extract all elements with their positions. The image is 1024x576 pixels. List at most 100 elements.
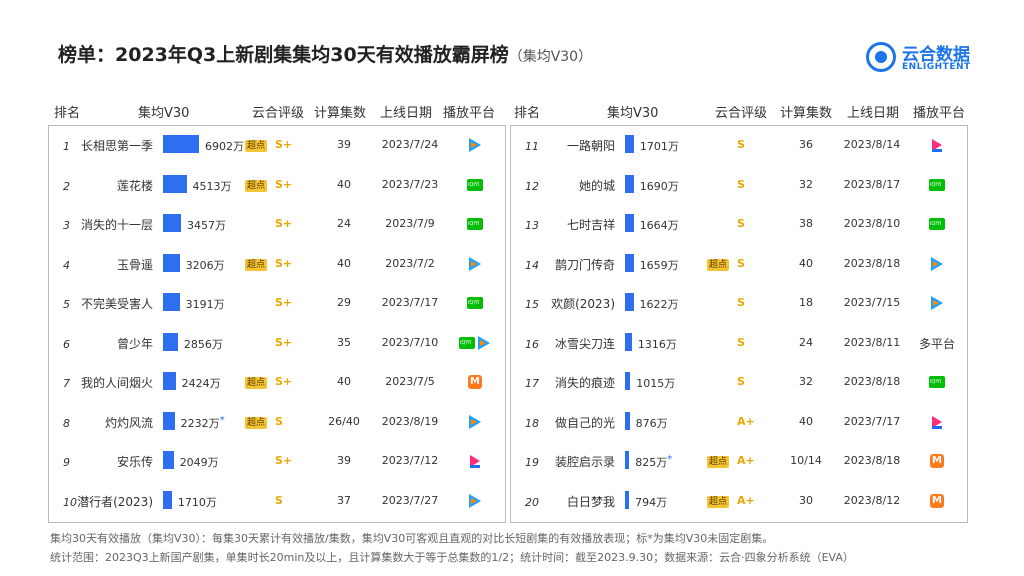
v30-value-text: 1015万 <box>636 377 676 390</box>
rank-number: 2 <box>63 179 70 193</box>
super-point-badge: 超点 <box>245 258 268 271</box>
release-date: 2023/7/15 <box>843 296 901 309</box>
super-point-badge: 超点 <box>245 377 268 389</box>
release-date: 2023/7/10 <box>381 335 439 349</box>
grade-rating: S <box>275 493 283 507</box>
episode-count: 40 <box>337 375 351 388</box>
episode-count: 40 <box>337 256 351 270</box>
v30-bar <box>625 372 631 390</box>
v30-value-text: 1710万 <box>177 495 217 509</box>
grade-rating: S <box>737 177 745 191</box>
v30-value: 876万 <box>636 415 668 431</box>
episode-count: 35 <box>337 335 351 349</box>
drama-name: 七时吉祥 <box>566 218 615 232</box>
rank-number: 20 <box>525 495 539 509</box>
v30-bar <box>625 253 634 272</box>
youku-icon <box>468 454 482 468</box>
logo-icon <box>866 42 896 72</box>
release-date: 2023/8/18 <box>843 256 901 270</box>
mango-icon <box>930 454 944 468</box>
v30-value-text: 6902万 <box>205 140 244 153</box>
rank-number: 1 <box>63 140 70 153</box>
platform-cell <box>907 451 967 473</box>
v30-value: 1664万 <box>640 217 679 233</box>
platform-cell <box>907 412 967 434</box>
v30-value: 1701万 <box>640 138 679 154</box>
header-eps: 计算集数 <box>314 106 367 121</box>
drama-name: 装腔启示录 <box>554 455 615 469</box>
release-date: 2023/8/11 <box>843 335 901 349</box>
rank-number: 5 <box>63 298 70 311</box>
episode-count: 40 <box>799 414 813 428</box>
ranking-row: 1 长相思第一季 6902万 超点 S+ 39 2023/7/24 <box>49 126 505 166</box>
ranking-row: 5 不完美受害人 3191万 S+ 29 2023/7/17 <box>49 284 505 324</box>
v30-bar <box>163 411 175 430</box>
grade-rating: S <box>275 414 283 428</box>
platform-cell <box>907 491 967 513</box>
v30-value-text: 3206万 <box>185 258 225 272</box>
header-grade: 云合评级 <box>715 106 768 121</box>
v30-value-text: 1659万 <box>639 258 679 272</box>
episode-count: 24 <box>799 335 813 349</box>
grade-rating: A+ <box>737 454 755 467</box>
header-grade: 云合评级 <box>252 106 305 121</box>
iqiyi-icon <box>467 297 483 309</box>
footnote-definition: 集均30天有效播放（集均V30）：每集30天累计有效播放/集数，集均V30可客观… <box>50 532 774 545</box>
v30-value: 3206万 <box>186 257 225 273</box>
drama-name: 我的人间烟火 <box>80 376 153 390</box>
v30-value-text: 794万 <box>635 495 668 509</box>
header-date: 上线日期 <box>847 106 900 121</box>
v30-bar <box>163 372 176 390</box>
ranking-row: 8 灼灼风流 2232万* 超点 S 26/40 2023/8/19 <box>49 403 505 443</box>
ranking-panel-left: 1 长相思第一季 6902万 超点 S+ 39 2023/7/24 2 莲花楼 4513万 超点 S+… <box>48 125 506 523</box>
release-date: 2023/7/9 <box>385 217 435 230</box>
header-eps: 计算集数 <box>780 106 833 121</box>
v30-bar <box>163 293 180 311</box>
rank-number: 3 <box>63 219 70 232</box>
drama-name: 一路朝阳 <box>566 139 615 153</box>
v30-value: 2049万 <box>180 454 219 470</box>
platform-cell <box>445 491 505 513</box>
super-point-badge: 超点 <box>707 456 730 468</box>
platform-cell: 多平台 <box>907 333 967 355</box>
drama-name: 欢颜(2023) <box>551 297 615 311</box>
ranking-row: 12 她的城 1690万 S 32 2023/8/17 <box>511 166 967 206</box>
episode-count: 10/14 <box>790 454 822 467</box>
iqiyi-icon <box>467 218 483 230</box>
episode-count: 36 <box>799 138 813 151</box>
platform-cell <box>445 254 505 276</box>
tencent-icon <box>468 493 482 508</box>
drama-name: 鹊刀门传奇 <box>554 257 615 272</box>
ranking-row: 11 一路朝阳 1701万 S 36 2023/8/14 <box>511 126 967 166</box>
drama-name: 长相思第一季 <box>80 139 153 153</box>
v30-value: 3191万 <box>186 296 225 312</box>
episode-count: 29 <box>337 296 351 309</box>
v30-value: 1622万 <box>640 296 679 312</box>
youku-icon <box>930 138 944 152</box>
drama-name: 玉骨遥 <box>116 257 153 272</box>
grade-rating: S <box>737 138 745 151</box>
platform-cell <box>907 372 967 394</box>
release-date: 2023/8/12 <box>843 493 901 507</box>
youku-icon <box>930 415 944 429</box>
unfixed-star: * <box>667 454 673 465</box>
v30-value: 6902万 <box>205 138 244 154</box>
tencent-icon <box>468 256 482 271</box>
v30-bar <box>625 135 634 153</box>
v30-value-text: 1664万 <box>639 219 679 232</box>
v30-value: 1015万 <box>636 375 675 391</box>
logo-text-cn: 云合数据 <box>902 45 970 65</box>
tencent-icon <box>477 335 491 350</box>
iqiyi-icon <box>459 336 475 349</box>
iqiyi-icon <box>467 178 483 191</box>
rank-number: 15 <box>525 298 539 311</box>
platform-cell <box>907 214 967 236</box>
super-point-badge: 超点 <box>245 179 268 192</box>
v30-value-text: 4513万 <box>192 179 232 193</box>
platform-cell <box>907 293 967 315</box>
mango-icon <box>468 375 482 389</box>
drama-name: 消失的痕迹 <box>554 376 615 390</box>
tencent-icon <box>468 138 482 152</box>
release-date: 2023/7/27 <box>381 493 439 507</box>
v30-bar <box>163 135 199 153</box>
